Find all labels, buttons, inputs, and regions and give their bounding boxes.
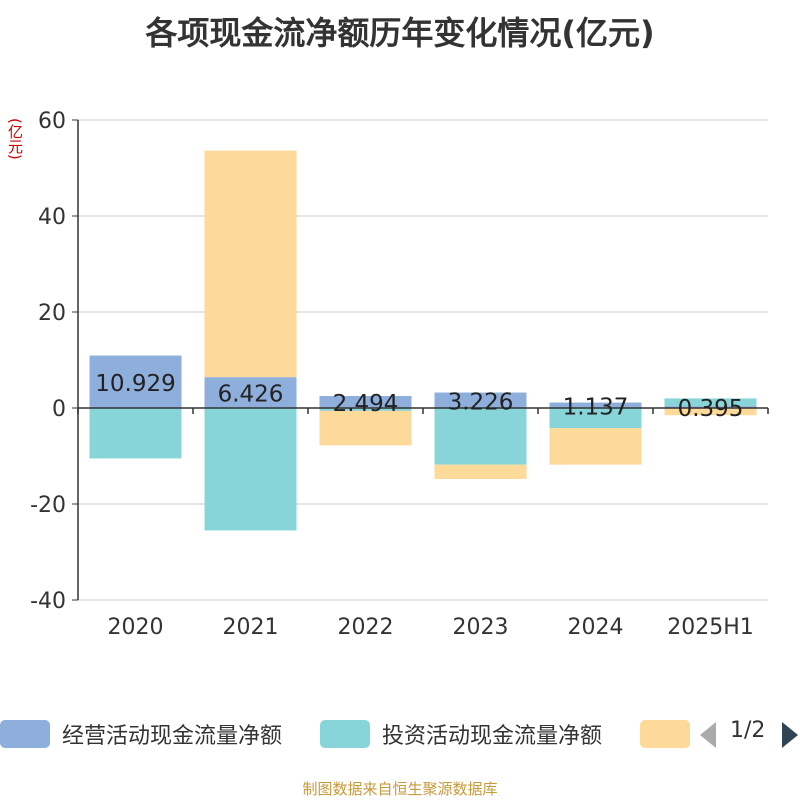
y-tick-label: 60 — [38, 109, 66, 134]
legend-item-third[interactable] — [640, 716, 690, 752]
bar-series-1-2025H1 — [664, 398, 757, 407]
y-tick-label: 0 — [52, 397, 66, 422]
x-tick-label: 2024 — [568, 615, 624, 640]
source-note: 制图数据来自恒生聚源数据库 — [302, 780, 498, 798]
legend-prev-page-icon[interactable] — [700, 722, 716, 748]
legend-swatch-operating — [0, 720, 50, 748]
x-tick-label: 2023 — [453, 615, 509, 640]
bar-series-1-2020 — [89, 408, 182, 459]
legend-next-page-icon[interactable] — [782, 722, 798, 748]
data-label: 10.929 — [95, 371, 175, 397]
bar-series-0-2020 — [89, 355, 182, 408]
bar-series-2-2021 — [204, 150, 297, 378]
y-tick-label: 20 — [38, 301, 66, 326]
legend-item-operating[interactable]: 经营活动现金流量净额 — [0, 716, 282, 752]
bar-series-1-2021 — [204, 408, 297, 531]
bar-series-0-2021 — [204, 377, 297, 408]
x-tick-label: 2025H1 — [667, 615, 754, 640]
data-label: 1.137 — [563, 394, 629, 420]
legend: 经营活动现金流量净额 投资活动现金流量净额 1/2 — [0, 716, 800, 752]
legend-swatch-third — [640, 720, 690, 748]
y-axis-unit: (亿元) — [6, 118, 24, 160]
bar-series-2-2024 — [549, 428, 642, 465]
data-label: 0.395 — [678, 396, 744, 422]
bar-series-2-2025H1 — [664, 408, 757, 416]
data-label: 6.426 — [218, 382, 284, 408]
legend-swatch-investing — [320, 720, 370, 748]
axes: -40 -20 0 20 40 60 2020 2021 2022 2023 2024 2025H1 — [30, 109, 769, 640]
bar-series-2-2023 — [434, 464, 527, 480]
x-tick-label: 2022 — [338, 615, 394, 640]
bar-series-0-2025H1 — [664, 406, 757, 408]
bar-series-1-2023 — [434, 408, 527, 465]
bar-series-1-2022 — [319, 408, 412, 411]
bar-series-1-2024 — [549, 408, 642, 429]
bar-series-0-2024 — [549, 402, 642, 408]
x-tick-label: 2020 — [108, 615, 164, 640]
bar-series-0-2022 — [319, 396, 412, 408]
legend-page-indicator: 1/2 — [730, 718, 766, 743]
y-tick-label: -40 — [30, 589, 66, 614]
y-tick-label: -20 — [30, 493, 66, 518]
x-tick-label: 2021 — [223, 615, 279, 640]
grid-lines — [78, 119, 768, 601]
chart-title: 各项现金流净额历年变化情况(亿元) — [145, 14, 655, 52]
data-label: 2.494 — [333, 391, 399, 417]
data-label: 3.226 — [448, 389, 514, 415]
bar-group — [89, 150, 757, 531]
legend-item-investing[interactable]: 投资活动现金流量净额 — [320, 716, 602, 752]
bar-series-0-2023 — [434, 392, 527, 408]
legend-label-operating: 经营活动现金流量净额 — [62, 724, 283, 749]
bar-series-2-2022 — [319, 410, 412, 446]
data-labels: 10.929 6.426 2.494 3.226 1.137 0.395 — [95, 371, 743, 422]
legend-label-investing: 投资活动现金流量净额 — [382, 724, 603, 749]
y-tick-label: 40 — [38, 205, 66, 230]
